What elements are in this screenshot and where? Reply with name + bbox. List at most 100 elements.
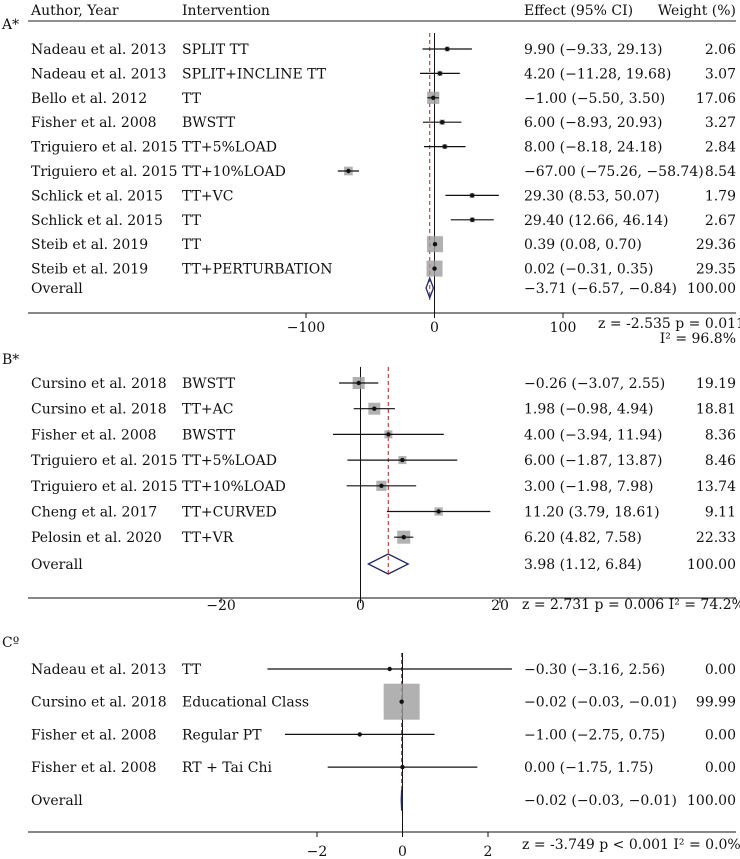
study-intervention: BWSTT — [182, 115, 236, 131]
study-author: Steib et al. 2019 — [31, 262, 148, 278]
study-weight: 18.81 — [696, 402, 736, 418]
study-weight: 2.84 — [705, 140, 736, 156]
forest-panel: A* Nadeau et al. 2013 SPLIT TT 9.90 (−9.33,… — [1, 17, 740, 347]
study-effect-ci: 1.98 (−0.98, 4.94) — [524, 402, 654, 418]
x-axis-tick-label: −20 — [206, 598, 236, 614]
study-row: Bello et al. 2012 TT −1.00 (−5.50, 3.50) 17… — [31, 91, 736, 107]
overall-weight: 100.00 — [687, 281, 736, 297]
study-weight: 3.27 — [705, 115, 736, 131]
study-weight: 8.46 — [705, 453, 736, 469]
x-axis-tick-label: 0 — [356, 598, 365, 614]
study-point — [437, 71, 443, 76]
study-row: Nadeau et al. 2013 TT −0.30 (−3.16, 2.56) 0… — [31, 662, 736, 678]
study-author: Bello et al. 2012 — [31, 91, 147, 107]
study-intervention: TT — [182, 662, 202, 678]
study-row: Pelosin et al. 2020 TT+VR 6.20 (4.82, 7.58… — [31, 530, 736, 546]
overall-diamond — [366, 553, 410, 575]
study-weight: 8.36 — [705, 427, 736, 443]
study-effect-ci: 0.00 (−1.75, 1.75) — [524, 760, 654, 776]
study-weight: 22.33 — [696, 530, 736, 546]
heterogeneity-stats: z = -2.535 p = 0.011 — [598, 316, 740, 332]
study-point — [399, 699, 404, 704]
study-intervention: TT — [182, 91, 202, 107]
header-intervention: Intervention — [182, 3, 270, 19]
study-effect-ci: 6.20 (4.82, 7.58) — [524, 530, 642, 546]
study-intervention: TT — [182, 213, 202, 229]
study-effect-ci: −0.02 (−0.03, −0.01) — [524, 695, 677, 711]
study-effect-ci: −67.00 (−75.26, −58.74) — [524, 164, 704, 180]
x-axis-tick-label: 100 — [550, 320, 577, 336]
study-effect-ci: −1.00 (−2.75, 0.75) — [524, 727, 665, 743]
study-weight: 9.11 — [705, 505, 736, 521]
study-author: Pelosin et al. 2020 — [31, 530, 162, 546]
study-weight: 2.67 — [705, 213, 736, 229]
study-row: Steib et al. 2019 TT+PERTURBATION 0.02 (−0… — [31, 260, 736, 278]
study-author: Triguiero et al. 2015 — [31, 164, 178, 180]
study-point — [442, 144, 447, 149]
overall-effect-ci: 3.98 (1.12, 6.84) — [524, 557, 642, 573]
study-weight: 19.19 — [696, 376, 736, 392]
study-author: Schlick et al. 2015 — [31, 188, 163, 204]
x-axis-tick-label: 0 — [398, 844, 407, 859]
study-author: Triguiero et al. 2015 — [31, 479, 178, 495]
study-row: Cheng et al. 2017 TT+CURVED 11.20 (3.79, 1… — [31, 505, 736, 521]
study-intervention: BWSTT — [182, 427, 236, 443]
overall-effect-ci: −3.71 (−6.57, −0.84) — [524, 281, 677, 297]
study-intervention: TT+CURVED — [182, 505, 277, 521]
study-row: Schlick et al. 2015 TT+VC 29.30 (8.53, 50.… — [31, 188, 736, 204]
study-point — [432, 242, 438, 247]
study-point — [469, 193, 475, 198]
study-author: Fisher et al. 2008 — [31, 427, 157, 443]
study-intervention: BWSTT — [182, 376, 236, 392]
study-point — [445, 46, 450, 52]
study-author: Nadeau et al. 2013 — [31, 662, 166, 678]
study-weight: 29.35 — [696, 262, 736, 278]
study-intervention: TT+5%LOAD — [182, 453, 277, 469]
study-intervention: TT+10%LOAD — [182, 164, 286, 180]
study-point — [386, 432, 391, 437]
study-author: Nadeau et al. 2013 — [31, 42, 166, 58]
heterogeneity-stats: z = -3.749 p < 0.001 I² = 0.0% — [522, 837, 740, 853]
study-effect-ci: 3.00 (−1.98, 7.98) — [524, 479, 654, 495]
study-author: Steib et al. 2019 — [31, 237, 148, 253]
panel-label: A* — [1, 17, 19, 33]
study-intervention: SPLIT TT — [182, 42, 249, 58]
study-point — [432, 266, 437, 271]
study-effect-ci: 29.40 (12.66, 46.14) — [524, 213, 669, 229]
study-row: Fisher et al. 2008 BWSTT 4.00 (−3.94, 11.9… — [31, 427, 736, 443]
study-point — [401, 535, 406, 540]
panel-label: Cº — [2, 635, 19, 651]
study-effect-ci: 0.39 (0.08, 0.70) — [524, 237, 642, 253]
study-row: Triguiero et al. 2015 TT+10%LOAD −67.00 (−… — [31, 164, 736, 180]
study-author: Cursino et al. 2018 — [31, 402, 167, 418]
overall-label: Overall — [31, 793, 83, 809]
x-axis-tick-label: −2 — [307, 844, 328, 859]
study-author: Fisher et al. 2008 — [31, 760, 157, 776]
study-point — [372, 406, 377, 411]
study-row: Steib et al. 2019 TT 0.39 (0.08, 0.70) 29.3… — [31, 236, 736, 253]
study-effect-ci: 4.00 (−3.94, 11.94) — [524, 427, 662, 443]
panels: A* Nadeau et al. 2013 SPLIT TT 9.90 (−9.33,… — [1, 17, 740, 859]
overall-label: Overall — [31, 557, 83, 573]
study-row: Fisher et al. 2008 BWSTT 6.00 (−8.93, 20.9… — [31, 115, 736, 131]
overall-row: Overall −0.02 (−0.03, −0.01) 100.00 — [31, 789, 736, 811]
study-point — [436, 509, 441, 514]
overall-diamond — [400, 789, 403, 811]
study-weight: 2.06 — [705, 42, 736, 58]
study-intervention: TT — [182, 237, 202, 253]
x-axis-tick-label: −100 — [287, 320, 325, 336]
study-effect-ci: 9.90 (−9.33, 29.13) — [524, 42, 662, 58]
study-effect-ci: 11.20 (3.79, 18.61) — [524, 505, 660, 521]
study-point — [431, 95, 436, 101]
overall-row: Overall 3.98 (1.12, 6.84) 100.00 — [31, 553, 736, 575]
study-point — [346, 168, 351, 174]
study-effect-ci: −0.30 (−3.16, 2.56) — [524, 662, 665, 678]
study-weight: 13.74 — [696, 479, 736, 495]
study-intervention: TT+VR — [182, 530, 234, 546]
heterogeneity-stats: z = 2.731 p = 0.006 I² = 74.2% — [522, 597, 740, 613]
study-row: Triguiero et al. 2015 TT+10%LOAD 3.00 (−1.… — [31, 479, 736, 495]
study-author: Triguiero et al. 2015 — [31, 453, 178, 469]
forest-panel: Cº Nadeau et al. 2013 TT −0.30 (−3.16, 2.56… — [2, 635, 740, 859]
study-row: Fisher et al. 2008 Regular PT −1.00 (−2.75… — [31, 727, 736, 743]
study-author: Cursino et al. 2018 — [31, 695, 167, 711]
